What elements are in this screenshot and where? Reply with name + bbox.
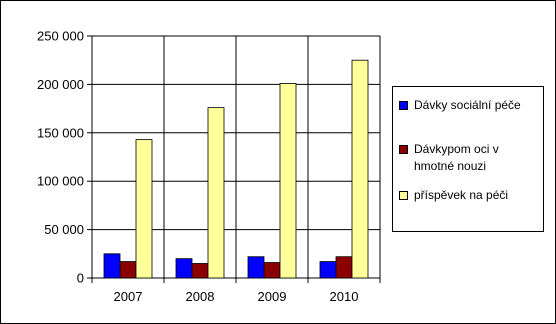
bar xyxy=(175,258,193,279)
grid-lines xyxy=(91,35,381,278)
y-tick-label: 150 000 xyxy=(37,125,84,140)
x-tick-label: 2008 xyxy=(186,289,215,304)
tick-labels: 0 50 000 100 000 150 000 200 000 250 000 2007 2… xyxy=(37,29,358,305)
bar xyxy=(335,256,353,279)
bar xyxy=(207,107,225,279)
axes xyxy=(87,35,381,283)
x-tick-label: 2010 xyxy=(330,289,359,304)
bar xyxy=(351,59,369,279)
bar xyxy=(119,261,137,279)
legend-swatch xyxy=(399,191,408,200)
bar xyxy=(103,253,121,279)
bar xyxy=(135,139,153,279)
x-tick-label: 2007 xyxy=(114,289,143,304)
legend-swatch xyxy=(399,101,408,110)
bar xyxy=(263,262,281,279)
bar xyxy=(191,263,209,279)
legend-label: Dávkypom oci v hmotné nouzi xyxy=(414,142,499,173)
legend-label: příspěvek na péči xyxy=(414,188,509,202)
x-tick-label: 2009 xyxy=(258,289,287,304)
y-tick-label: 0 xyxy=(77,271,84,286)
legend-label: Dávky sociální péče xyxy=(414,98,521,112)
bar xyxy=(319,261,337,279)
y-tick-label: 100 000 xyxy=(37,174,84,189)
bar xyxy=(247,256,265,279)
legend-swatch xyxy=(399,145,408,154)
y-tick-label: 50 000 xyxy=(44,222,84,237)
legend: Dávky sociální péče Dávkypom oci v hmotn… xyxy=(392,86,544,232)
bar xyxy=(279,83,297,279)
y-tick-label: 250 000 xyxy=(37,29,84,44)
bars xyxy=(103,59,369,279)
y-tick-label: 200 000 xyxy=(37,77,84,92)
